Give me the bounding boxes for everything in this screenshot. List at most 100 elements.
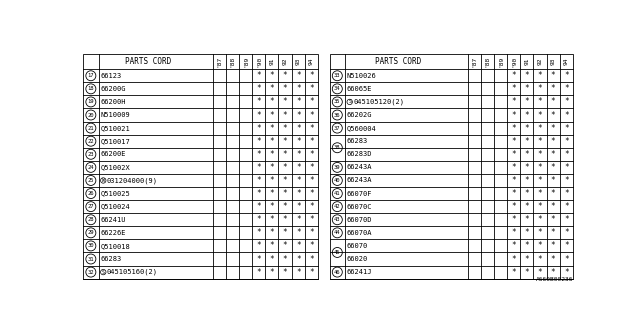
Text: 94: 94 xyxy=(309,58,314,65)
Text: *: * xyxy=(538,176,542,185)
Text: *: * xyxy=(296,163,300,172)
Text: *: * xyxy=(296,110,300,119)
Text: *: * xyxy=(564,268,568,276)
Text: Q510018: Q510018 xyxy=(100,243,130,249)
Text: 66243A: 66243A xyxy=(347,178,372,183)
Text: *: * xyxy=(538,241,542,251)
Text: *: * xyxy=(283,202,287,211)
Text: '89: '89 xyxy=(498,56,503,67)
Text: *: * xyxy=(257,137,261,146)
Text: 66123: 66123 xyxy=(100,73,122,79)
Text: 38: 38 xyxy=(334,145,340,150)
Text: 28: 28 xyxy=(88,217,94,222)
Text: PARTS CORD: PARTS CORD xyxy=(376,57,422,66)
Text: '90: '90 xyxy=(511,56,516,67)
Text: S: S xyxy=(102,269,105,275)
Text: 32: 32 xyxy=(88,269,94,275)
Text: *: * xyxy=(257,176,261,185)
Text: *: * xyxy=(309,124,314,132)
Text: *: * xyxy=(269,189,274,198)
Text: Q510017: Q510017 xyxy=(100,138,130,144)
Text: *: * xyxy=(511,71,516,80)
Text: *: * xyxy=(551,215,556,224)
Text: 42: 42 xyxy=(334,204,340,209)
Text: *: * xyxy=(309,176,314,185)
Text: *: * xyxy=(564,97,568,107)
Text: *: * xyxy=(296,202,300,211)
Text: *: * xyxy=(524,268,529,276)
Text: Q510024: Q510024 xyxy=(100,204,130,210)
Text: *: * xyxy=(524,163,529,172)
Text: *: * xyxy=(269,97,274,107)
Text: N510026: N510026 xyxy=(347,73,376,79)
Text: *: * xyxy=(511,97,516,107)
Text: *: * xyxy=(564,215,568,224)
Text: *: * xyxy=(296,176,300,185)
Text: *: * xyxy=(524,215,529,224)
Text: *: * xyxy=(283,124,287,132)
Text: *: * xyxy=(283,137,287,146)
Text: *: * xyxy=(257,215,261,224)
Text: *: * xyxy=(524,254,529,263)
Text: '87: '87 xyxy=(216,56,221,67)
Text: *: * xyxy=(269,215,274,224)
Text: *: * xyxy=(564,71,568,80)
Text: *: * xyxy=(257,189,261,198)
Text: *: * xyxy=(564,84,568,93)
Text: *: * xyxy=(511,137,516,146)
Text: 031204000(9): 031204000(9) xyxy=(107,177,157,184)
Text: *: * xyxy=(283,176,287,185)
Text: 66241J: 66241J xyxy=(347,269,372,275)
Text: *: * xyxy=(269,241,274,251)
Text: *: * xyxy=(257,241,261,251)
Text: *: * xyxy=(309,84,314,93)
Text: 66283: 66283 xyxy=(100,256,122,262)
Text: *: * xyxy=(283,268,287,276)
Text: *: * xyxy=(524,71,529,80)
Text: N510009: N510009 xyxy=(100,112,130,118)
Text: 26: 26 xyxy=(88,191,94,196)
Text: *: * xyxy=(538,215,542,224)
Text: *: * xyxy=(257,97,261,107)
Text: 20: 20 xyxy=(88,113,94,117)
Text: 19: 19 xyxy=(88,100,94,104)
Text: *: * xyxy=(564,163,568,172)
Text: *: * xyxy=(551,84,556,93)
Text: *: * xyxy=(524,84,529,93)
Text: 31: 31 xyxy=(88,257,94,261)
Text: *: * xyxy=(269,163,274,172)
Text: *: * xyxy=(564,241,568,251)
Text: Q510021: Q510021 xyxy=(100,125,130,131)
Text: 91: 91 xyxy=(269,58,275,65)
Text: 93: 93 xyxy=(550,58,556,65)
Text: *: * xyxy=(309,110,314,119)
Text: *: * xyxy=(524,150,529,159)
Text: *: * xyxy=(538,189,542,198)
Text: *: * xyxy=(551,97,556,107)
Text: *: * xyxy=(296,241,300,251)
Text: *: * xyxy=(296,150,300,159)
Text: *: * xyxy=(551,137,556,146)
Text: *: * xyxy=(564,228,568,237)
Text: 27: 27 xyxy=(88,204,94,209)
Text: *: * xyxy=(524,97,529,107)
Text: *: * xyxy=(551,71,556,80)
Text: *: * xyxy=(296,124,300,132)
Text: *: * xyxy=(551,241,556,251)
Text: *: * xyxy=(269,202,274,211)
Text: *: * xyxy=(551,150,556,159)
Text: *: * xyxy=(283,97,287,107)
Text: 66070: 66070 xyxy=(347,243,368,249)
Text: *: * xyxy=(564,110,568,119)
Text: *: * xyxy=(283,163,287,172)
Text: *: * xyxy=(551,110,556,119)
Text: *: * xyxy=(538,228,542,237)
Text: 43: 43 xyxy=(334,217,340,222)
Text: *: * xyxy=(296,189,300,198)
Text: 30: 30 xyxy=(88,244,94,248)
Text: *: * xyxy=(269,254,274,263)
Text: *: * xyxy=(564,124,568,132)
Text: *: * xyxy=(564,202,568,211)
Text: 92: 92 xyxy=(538,58,543,65)
Text: 37: 37 xyxy=(334,126,340,131)
